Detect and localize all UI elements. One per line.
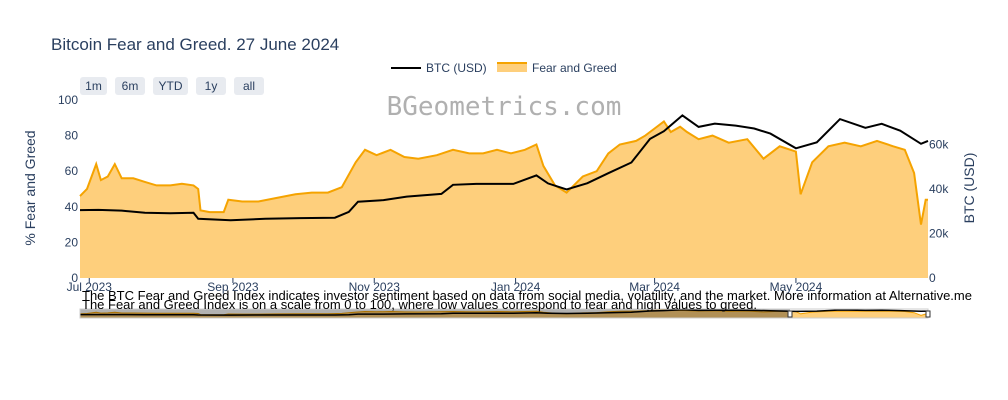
- y-right-tick-label: 20k: [929, 227, 949, 241]
- x-axis: Jul 2023 Sep 2023 Nov 2023 Jan 2024 Mar 2024…: [67, 278, 823, 294]
- chart-title: Bitcoin Fear and Greed. 27 June 2024: [51, 35, 339, 54]
- x-tick-label: Jan 2024: [491, 280, 541, 294]
- range-selector[interactable]: 1m 6m YTD 1y all: [80, 77, 264, 95]
- range-button-label[interactable]: 1y: [205, 79, 218, 93]
- legend[interactable]: BTC (USD) Fear and Greed: [391, 61, 617, 75]
- range-button-all[interactable]: all: [234, 77, 264, 95]
- x-tick-label: Jul 2023: [67, 280, 113, 294]
- legend-fear-greed-swatch: [497, 63, 527, 72]
- x-tick-label: Sep 2023: [207, 280, 259, 294]
- fear-greed-line: [79, 119, 928, 225]
- fear-greed-area: [80, 121, 928, 279]
- y-right-tick-label: 40k: [929, 182, 949, 196]
- legend-fear-greed-label[interactable]: Fear and Greed: [532, 61, 617, 75]
- note-line-1: The BTC Fear and Greed Index indicates i…: [82, 288, 972, 303]
- x-tick-label: Mar 2024: [629, 280, 680, 294]
- y-left-tick-label: 60: [65, 164, 79, 178]
- range-button-background[interactable]: [234, 77, 264, 95]
- y-left-tick-label: 40: [65, 200, 79, 214]
- y-left-axis-title: % Fear and Greed: [22, 130, 38, 245]
- range-button-label[interactable]: 6m: [122, 79, 139, 93]
- y-right-tick-label: 0: [929, 271, 936, 285]
- note-line-2: The Fear and Greed Index is on a scale f…: [82, 297, 757, 312]
- legend-btc-label[interactable]: BTC (USD): [426, 61, 487, 75]
- range-button-1y[interactable]: 1y: [196, 77, 226, 95]
- btc-price-line: [79, 114, 929, 222]
- range-button-background[interactable]: [115, 77, 145, 95]
- range-button-6m[interactable]: 6m: [115, 77, 145, 95]
- range-button-1m[interactable]: 1m: [80, 77, 107, 95]
- range-button-background[interactable]: [196, 77, 226, 95]
- y-right-axis-title: BTC (USD): [961, 153, 977, 224]
- y-left-tick-label: 20: [65, 235, 79, 249]
- range-slider[interactable]: [79, 308, 931, 319]
- slider-handle-right[interactable]: [925, 310, 931, 318]
- watermark-text: BGeometrics.com: [387, 92, 622, 122]
- y-left-tick-label: 100: [58, 93, 78, 107]
- y-right-tick-label: 60k: [929, 138, 949, 152]
- left-axis: 0 20 40 60 80 100: [58, 93, 78, 285]
- range-button-label[interactable]: YTD: [159, 79, 183, 93]
- y-left-tick-label: 0: [71, 271, 78, 285]
- y-left-tick-label: 80: [65, 129, 79, 143]
- plot-area: [79, 114, 929, 279]
- x-tick-label: May 2024: [770, 280, 823, 294]
- slider-handle-left[interactable]: [787, 310, 793, 318]
- x-tick-label: Nov 2023: [349, 280, 401, 294]
- range-button-background[interactable]: [80, 77, 107, 95]
- range-button-background[interactable]: [153, 77, 188, 95]
- range-button-label[interactable]: 1m: [85, 79, 102, 93]
- range-button-ytd[interactable]: YTD: [153, 77, 188, 95]
- slider-fear-greed-area: [79, 309, 929, 319]
- slider-mask: [80, 309, 790, 318]
- right-axis: 0 20k 40k 60k: [929, 138, 949, 286]
- slider-btc-line: [80, 309, 929, 316]
- range-button-label[interactable]: all: [243, 79, 255, 93]
